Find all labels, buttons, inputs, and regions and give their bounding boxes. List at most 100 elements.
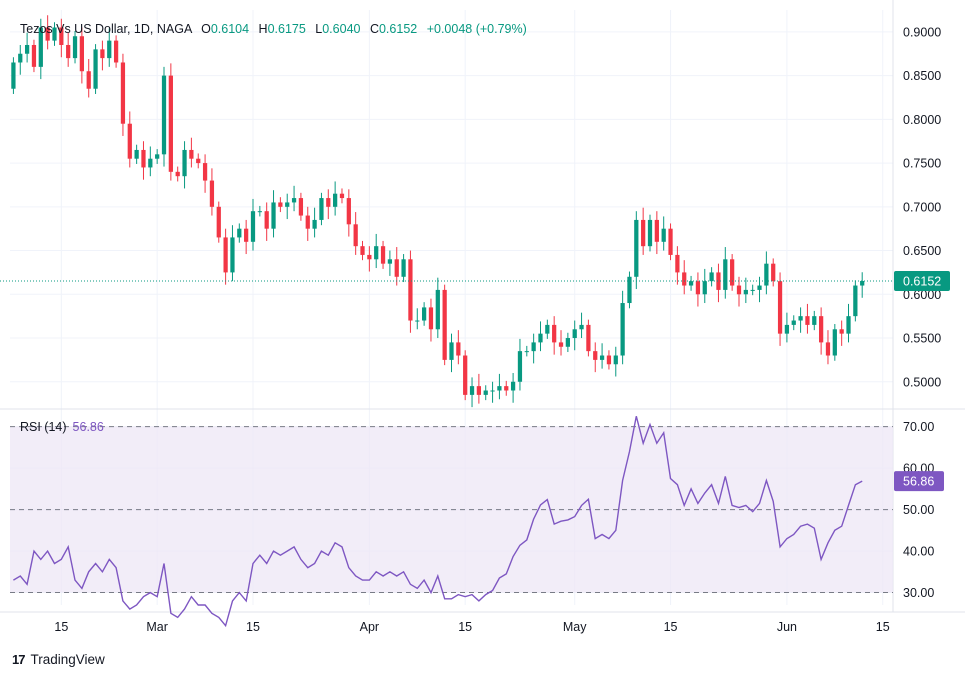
candle — [449, 333, 454, 373]
candle-body — [305, 215, 310, 229]
candle-body — [798, 316, 803, 321]
candle-body — [764, 263, 769, 286]
tradingview-wordmark: TradingView — [30, 652, 105, 667]
close-value: 0.6152 — [378, 22, 418, 36]
tradingview-branding[interactable]: 17 TradingView — [12, 652, 105, 667]
candle — [333, 181, 338, 216]
candle — [538, 321, 543, 352]
candle — [113, 35, 119, 68]
candle-body — [490, 390, 495, 392]
price-tick-label: 0.7500 — [903, 157, 941, 171]
candle-body — [695, 281, 701, 295]
candle — [558, 330, 564, 356]
candle-body — [456, 342, 461, 356]
candle — [326, 189, 331, 220]
candle-body — [86, 71, 91, 89]
candle-body — [202, 163, 208, 181]
candle-body — [613, 355, 618, 365]
candle-body — [387, 259, 393, 264]
candle-body — [120, 62, 126, 124]
candle — [805, 303, 810, 334]
candle — [510, 373, 516, 403]
candle-body — [565, 338, 570, 347]
candle — [168, 63, 173, 181]
candle-body — [558, 342, 564, 347]
candle — [52, 22, 57, 46]
candle — [579, 312, 584, 339]
candle — [435, 277, 440, 339]
candle-body — [250, 211, 256, 242]
candle — [223, 228, 228, 285]
candle-body — [72, 36, 78, 59]
candle-body — [374, 246, 379, 260]
candle — [134, 144, 139, 164]
candle-body — [31, 44, 37, 67]
candle-body — [599, 355, 605, 360]
candle-body — [435, 289, 440, 330]
time-tick-label: May — [563, 620, 587, 634]
candle-body — [182, 149, 187, 177]
candle-body — [209, 180, 215, 207]
candle-body — [682, 272, 687, 286]
candle — [415, 308, 420, 330]
candle-body — [750, 289, 755, 291]
candle — [463, 350, 468, 401]
candle-body — [723, 259, 728, 290]
candle — [819, 307, 824, 355]
candle-body — [668, 228, 673, 255]
candle-body — [18, 53, 23, 63]
candle — [812, 310, 817, 331]
candle-body — [771, 263, 776, 282]
last-price-badge-bg — [894, 270, 950, 291]
candle-body — [196, 158, 201, 164]
price-tick-label: 0.9000 — [903, 25, 941, 39]
candle — [545, 319, 550, 339]
candle — [709, 267, 714, 287]
candle — [209, 168, 215, 216]
candle — [100, 40, 105, 71]
candle-body — [93, 49, 98, 89]
candle-body — [333, 193, 338, 207]
candle-body — [812, 316, 817, 325]
candle — [394, 247, 399, 286]
candle-body — [415, 320, 420, 322]
candle — [401, 254, 406, 283]
candles — [11, 15, 865, 408]
candle — [298, 192, 304, 221]
rsi-tick-label: 40.00 — [903, 545, 934, 559]
candle-body — [127, 123, 132, 159]
candle — [305, 206, 310, 241]
candle — [291, 185, 297, 212]
candle — [490, 381, 495, 403]
time-tick-label: 15 — [246, 620, 260, 634]
candle — [93, 44, 98, 94]
candle-body — [860, 280, 865, 286]
candle — [107, 28, 112, 67]
candle — [586, 319, 591, 357]
candle — [593, 342, 598, 373]
candle-body — [401, 259, 406, 277]
candle-body — [380, 246, 386, 264]
price-axis: 0.9000 0.8500 0.8000 0.7500 0.7000 0.6500 0.60… — [903, 25, 941, 389]
candle-body — [244, 228, 249, 242]
candle — [517, 338, 523, 391]
candle-body — [11, 62, 16, 89]
candle — [634, 211, 639, 290]
candle — [668, 223, 673, 261]
candle-body — [24, 44, 30, 54]
candle-body — [853, 285, 858, 317]
open-value: 0.6104 — [210, 22, 250, 36]
time-tick-label: Jun — [777, 620, 797, 634]
candle-body — [175, 171, 180, 177]
candle — [853, 280, 858, 322]
candle — [620, 290, 625, 365]
candle — [743, 277, 748, 304]
change-value: +0.0048 (+0.79%) — [426, 22, 527, 36]
candle-body — [846, 316, 851, 334]
candle-body — [839, 329, 844, 334]
candle-body — [545, 324, 550, 334]
candle-body — [805, 316, 810, 325]
candle — [319, 192, 324, 226]
